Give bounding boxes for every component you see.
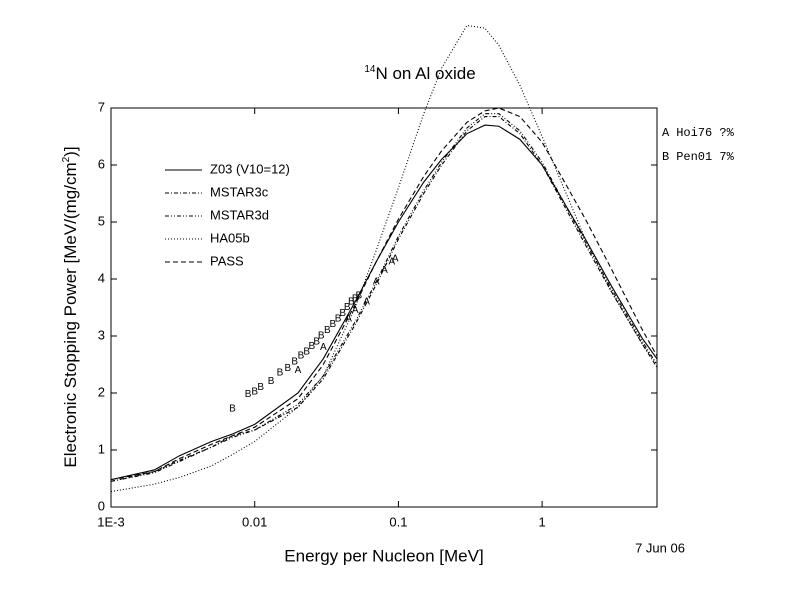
- annotation-marker: A: [662, 126, 670, 140]
- legend-label: MSTAR3c: [210, 184, 269, 199]
- series-line: [110, 124, 658, 481]
- y-label-end: )]: [61, 146, 80, 156]
- y-tick-label: 3: [98, 327, 105, 342]
- data-point: B: [251, 387, 258, 398]
- data-point: A: [373, 276, 380, 287]
- data-point: A: [363, 296, 370, 307]
- y-axis-label: Electronic Stopping Power [MeV/(mg/cm2)]: [61, 146, 81, 467]
- annotation-name: Pen01 7%: [676, 150, 734, 164]
- data-point: B: [229, 404, 236, 415]
- data-point: B: [318, 331, 325, 342]
- legend-label: PASS: [210, 253, 244, 268]
- data-point: B: [313, 336, 320, 347]
- data-point: B: [324, 325, 331, 336]
- y-tick-label: 4: [98, 270, 105, 285]
- title-main: N on Al oxide: [375, 64, 475, 83]
- annotation-name: Hoi76 ?%: [676, 126, 734, 140]
- series-line: [110, 113, 658, 482]
- data-point: B: [344, 302, 351, 313]
- x-tick-label: 1: [539, 514, 546, 529]
- series-line: [110, 116, 658, 482]
- x-axis-label: Energy per Nucleon [MeV]: [284, 546, 483, 565]
- data-point: A: [320, 342, 327, 353]
- data-point: B: [330, 319, 337, 330]
- data-point: B: [298, 351, 305, 362]
- data-point: B: [291, 356, 298, 367]
- data-point: B: [348, 296, 355, 307]
- series-line: [110, 107, 658, 481]
- data-point: B: [303, 347, 310, 358]
- chart-title: 14N on Al oxide: [364, 64, 475, 84]
- legend-label: Z03 (V10=12): [210, 161, 290, 176]
- x-tick-label: 0.01: [242, 514, 267, 529]
- y-tick-label: 6: [98, 156, 105, 171]
- data-point: B: [352, 294, 359, 305]
- legend-label: HA05b: [210, 230, 250, 245]
- y-tick-label: 0: [98, 498, 105, 513]
- y-tick-label: 5: [98, 213, 105, 228]
- data-point: B: [309, 341, 316, 352]
- y-label-main: Electronic Stopping Power [MeV/(mg/cm: [61, 162, 80, 467]
- annotation-legend: B Pen01 7%: [662, 150, 735, 164]
- annotation-marker: B: [662, 150, 669, 164]
- data-point: B: [277, 368, 284, 379]
- data-point: A: [381, 265, 388, 276]
- data-point: A: [345, 314, 352, 325]
- data-point: B: [268, 376, 275, 387]
- plot-frame: [110, 107, 658, 508]
- footnote: 7 Jun 06: [635, 540, 685, 555]
- x-tick-label: 1E-3: [97, 514, 124, 529]
- data-point: B: [339, 308, 346, 319]
- title-sup: 14: [364, 64, 376, 75]
- data-point: B: [257, 382, 264, 393]
- data-point: A: [392, 254, 399, 265]
- data-point: A: [295, 365, 302, 376]
- data-point: B: [355, 291, 362, 302]
- data-point: A: [389, 257, 396, 268]
- data-point: B: [284, 363, 291, 374]
- x-tick-label: 0.1: [389, 514, 407, 529]
- data-point: B: [245, 389, 252, 400]
- annotation-legend: A Hoi76 ?%: [662, 126, 735, 140]
- y-label-sup: 2: [61, 156, 72, 162]
- data-point: B: [335, 314, 342, 325]
- legend-label: MSTAR3d: [210, 207, 269, 222]
- y-tick-label: 1: [98, 441, 105, 456]
- series-line: [110, 24, 658, 493]
- y-tick-label: 2: [98, 384, 105, 399]
- y-tick-label: 7: [98, 99, 105, 114]
- data-point: A: [352, 305, 359, 316]
